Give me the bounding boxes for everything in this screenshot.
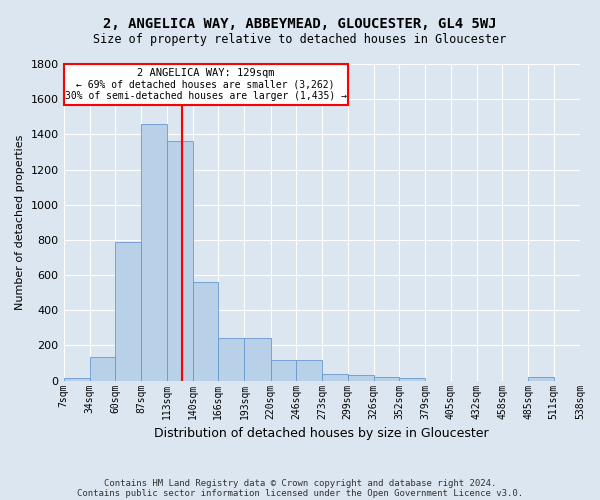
Bar xyxy=(244,338,271,380)
Y-axis label: Number of detached properties: Number of detached properties xyxy=(15,134,25,310)
Bar xyxy=(64,64,347,106)
Bar xyxy=(347,376,374,380)
Bar xyxy=(322,374,347,380)
Bar xyxy=(529,377,554,380)
Text: Size of property relative to detached houses in Gloucester: Size of property relative to detached ho… xyxy=(94,32,506,46)
Bar xyxy=(193,282,218,380)
Bar xyxy=(142,124,167,380)
Text: Contains HM Land Registry data © Crown copyright and database right 2024.: Contains HM Land Registry data © Crown c… xyxy=(104,478,496,488)
Bar xyxy=(374,377,399,380)
Text: Contains public sector information licensed under the Open Government Licence v3: Contains public sector information licen… xyxy=(77,488,523,498)
Bar xyxy=(271,360,296,380)
Bar xyxy=(296,360,322,380)
Text: 30% of semi-detached houses are larger (1,435) →: 30% of semi-detached houses are larger (… xyxy=(65,91,347,101)
Text: ← 69% of detached houses are smaller (3,262): ← 69% of detached houses are smaller (3,… xyxy=(76,80,335,90)
X-axis label: Distribution of detached houses by size in Gloucester: Distribution of detached houses by size … xyxy=(154,427,489,440)
Text: 2 ANGELICA WAY: 129sqm: 2 ANGELICA WAY: 129sqm xyxy=(137,68,274,78)
Bar xyxy=(115,242,142,380)
Bar xyxy=(90,357,115,380)
Bar xyxy=(64,378,90,380)
Bar xyxy=(218,338,244,380)
Bar xyxy=(167,142,193,380)
Bar xyxy=(399,378,425,380)
Text: 2, ANGELICA WAY, ABBEYMEAD, GLOUCESTER, GL4 5WJ: 2, ANGELICA WAY, ABBEYMEAD, GLOUCESTER, … xyxy=(103,18,497,32)
